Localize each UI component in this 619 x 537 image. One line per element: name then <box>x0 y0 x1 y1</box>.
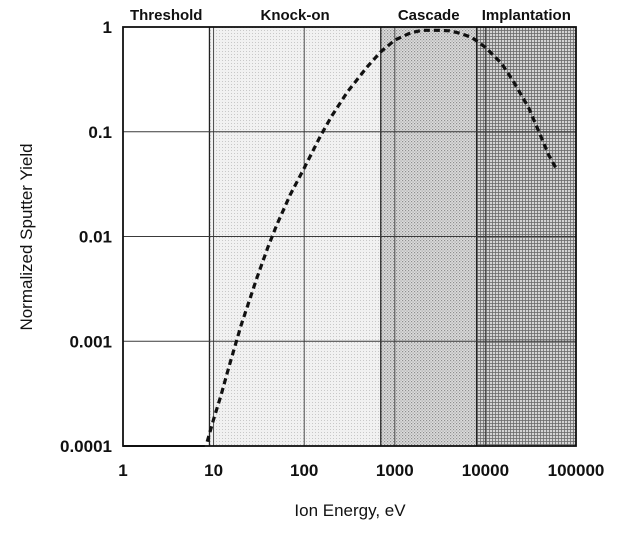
region-label-knock-on: Knock-on <box>261 7 330 24</box>
x-tick-label: 1000 <box>376 461 414 480</box>
y-tick-label: 0.001 <box>69 332 112 351</box>
y-tick-label: 0.1 <box>88 123 112 142</box>
x-tick-label: 100 <box>290 461 318 480</box>
x-tick-label: 100000 <box>548 461 605 480</box>
region-labels: Threshold Knock-on Cascade Implantation <box>130 7 571 24</box>
grid-lines <box>123 27 576 446</box>
y-tick-label: 1 <box>103 18 112 37</box>
y-tick-labels: 0.0001 0.001 0.01 0.1 1 <box>60 18 112 456</box>
x-tick-labels: 1 10 100 1000 10000 100000 <box>118 461 604 480</box>
x-tick-label: 10 <box>204 461 223 480</box>
plot-border <box>122 26 577 447</box>
region-label-implantation: Implantation <box>482 7 571 24</box>
y-axis-title: Normalized Sputter Yield <box>17 143 36 330</box>
x-tick-label: 10000 <box>462 461 509 480</box>
plot-frame <box>122 26 577 447</box>
y-tick-label: 0.01 <box>79 228 112 247</box>
region-label-threshold: Threshold <box>130 7 203 24</box>
y-tick-label: 0.0001 <box>60 437 112 456</box>
x-tick-label: 1 <box>118 461 127 480</box>
x-axis-title: Ion Energy, eV <box>294 501 406 520</box>
region-label-cascade: Cascade <box>398 7 460 24</box>
series-line-0 <box>205 28 558 443</box>
